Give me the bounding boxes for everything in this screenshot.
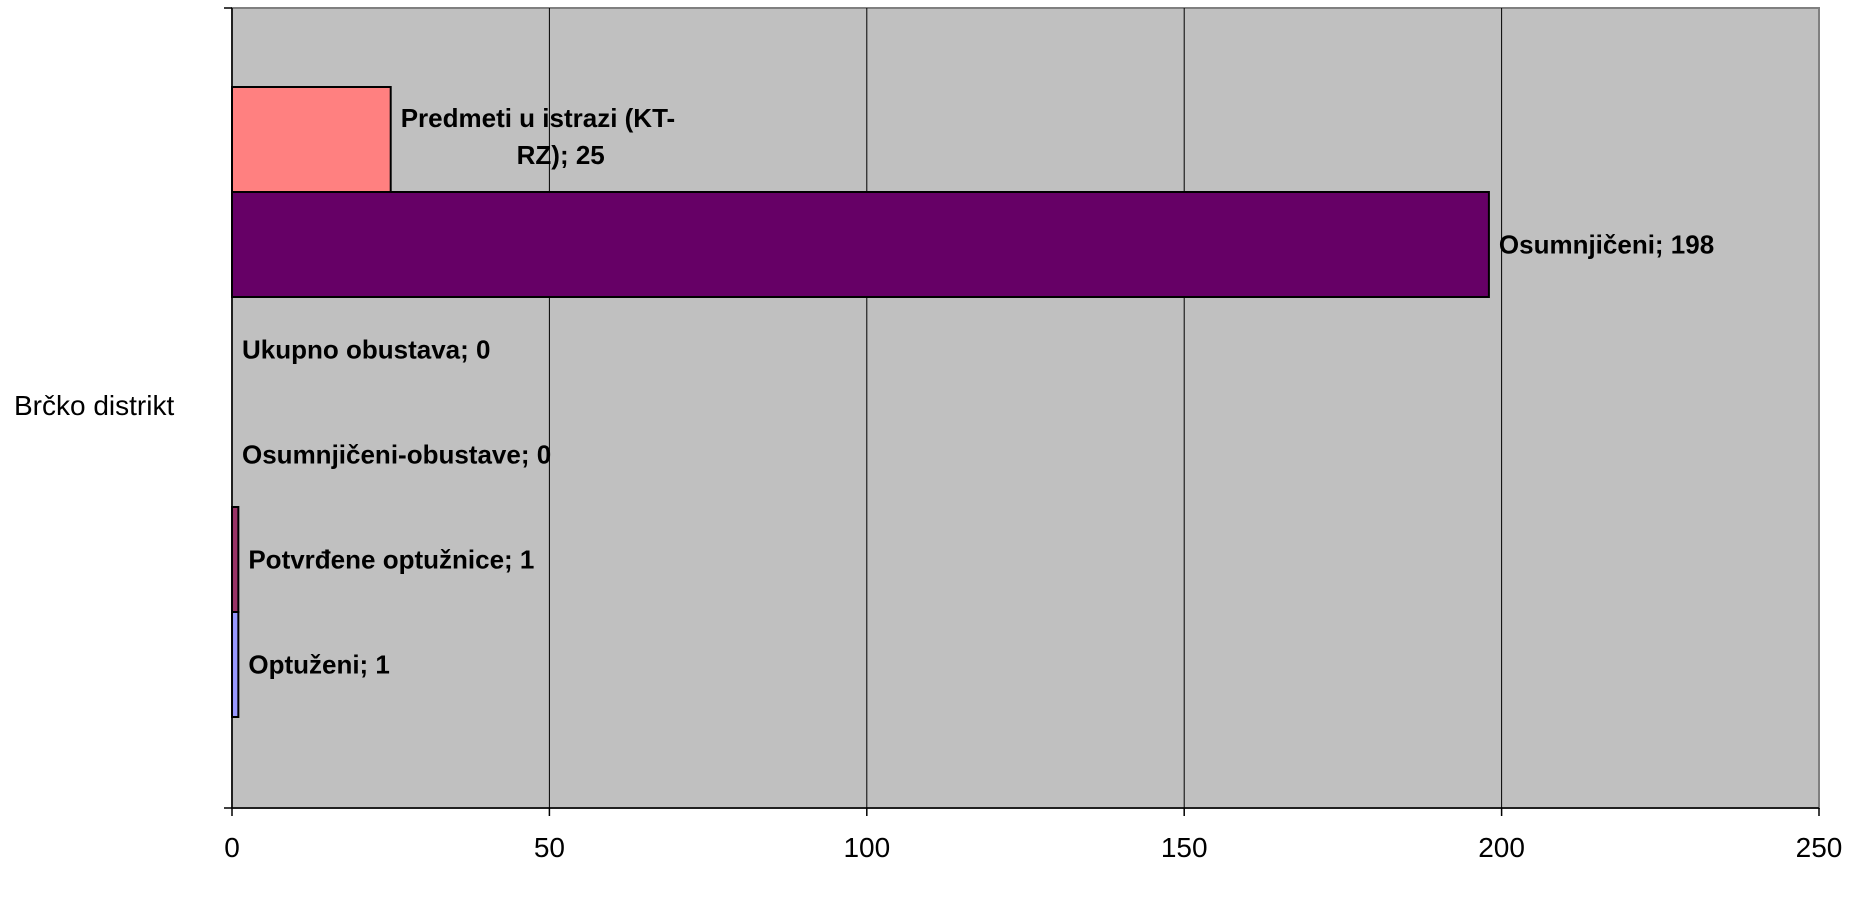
x-tick-label: 200 [1478, 832, 1525, 863]
gridlines [548, 8, 1503, 808]
data-label: Osumnjičeni-obustave; 0 [242, 440, 551, 470]
category-label: Brčko distrikt [14, 390, 174, 421]
x-tick-label: 150 [1161, 832, 1208, 863]
x-tick-label: 100 [843, 832, 890, 863]
bars [231, 86, 1490, 718]
x-tick-label: 250 [1796, 832, 1843, 863]
bar-predmeti-u-istrazi-kt-rz- [231, 86, 392, 193]
bar-osumnji-eni [231, 191, 1490, 298]
plot-area [231, 7, 1820, 809]
data-labels: Optuženi; 1 Potvrđene optužnice; 1 Osumnji… [242, 103, 1714, 680]
data-label: Ukupno obustava; 0 [242, 335, 490, 365]
bar-optu-eni [231, 611, 240, 718]
x-tick-label: 0 [224, 832, 240, 863]
data-label-line: Predmeti u istrazi (KT- [401, 103, 676, 133]
data-label: Optuženi; 1 [248, 650, 390, 680]
data-label: Predmeti u istrazi (KT- RZ); 25 [401, 103, 676, 170]
x-tick-label: 50 [534, 832, 565, 863]
axes: 0 50 100 150 200 250 [224, 7, 1843, 863]
data-label: Potvrđene optužnice; 1 [248, 545, 534, 575]
data-label-line: RZ); 25 [517, 140, 605, 170]
data-label: Osumnjičeni; 198 [1499, 230, 1714, 260]
bar-potvr-ene-optu-nice [231, 506, 240, 613]
